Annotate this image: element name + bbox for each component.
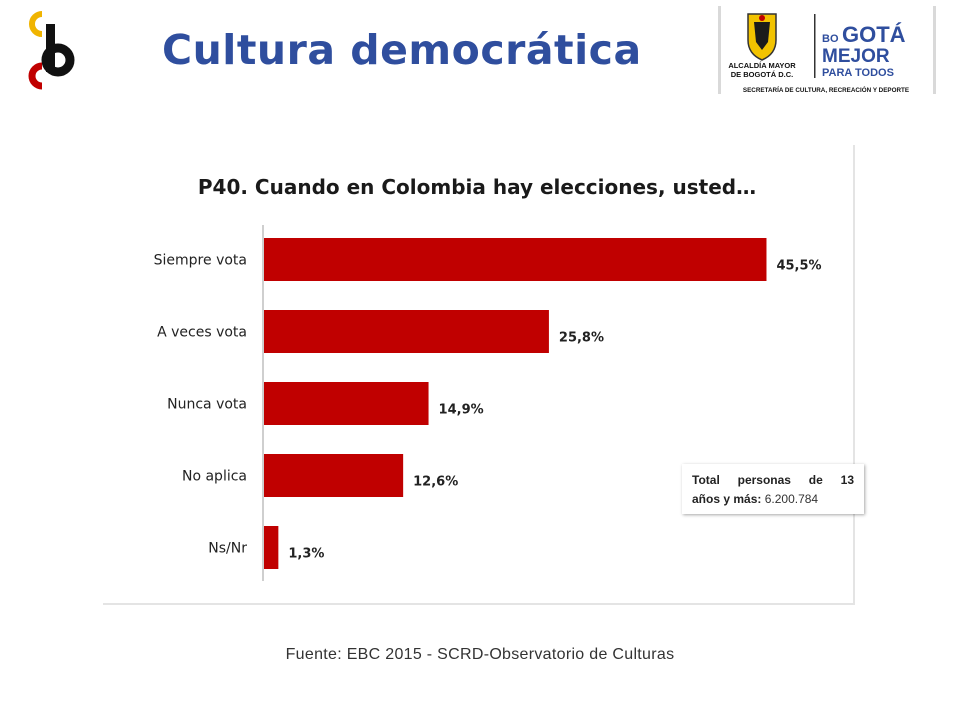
bar-chart: P40. Cuando en Colombia hay elecciones, … (154, 175, 822, 581)
svg-text:GOTÁ: GOTÁ (842, 22, 906, 47)
bogota-logo: ALCALDÍA MAYOR DE BOGOTÁ D.C. BO GOTÁ ME… (718, 4, 940, 96)
bar-nunca-vota (264, 382, 429, 425)
svg-text:ALCALDÍA MAYOR: ALCALDÍA MAYOR (728, 61, 796, 70)
source-footnote: Fuente: EBC 2015 - SCRD-Observatorio de … (285, 646, 675, 663)
svg-text:BO: BO (822, 33, 839, 45)
value-label: 25,8% (559, 331, 604, 346)
culture-logo (18, 10, 78, 92)
value-label: 1,3% (288, 547, 324, 562)
svg-text:MEJOR: MEJOR (822, 46, 890, 67)
chart-frame: P40. Cuando en Colombia hay elecciones, … (103, 145, 855, 605)
chart-title: P40. Cuando en Colombia hay elecciones, … (198, 175, 756, 199)
value-label: 12,6% (413, 475, 458, 490)
total-label-line1: Total personas de 13 (692, 473, 854, 487)
category-label: No aplica (182, 469, 247, 485)
total-people-box: Total personas de 13 años y más: 6.200.7… (682, 464, 864, 514)
page-title: Cultura democrática (162, 26, 642, 74)
bar-a-veces-vota (264, 310, 549, 353)
logo-red-c (28, 62, 43, 90)
category-label: Nunca vota (167, 397, 247, 413)
bar-siempre-vota (264, 238, 767, 281)
logo-yellow-c (29, 11, 43, 37)
svg-text:PARA TODOS: PARA TODOS (822, 67, 894, 79)
category-label: Ns/Nr (208, 541, 247, 557)
total-value: 6.200.784 (764, 492, 819, 506)
category-label: A veces vota (157, 325, 247, 341)
shield-icon (747, 13, 777, 61)
bar-ns-nr (264, 526, 279, 569)
category-label: Siempre vota (154, 253, 247, 269)
svg-text:DE BOGOTÁ D.C.: DE BOGOTÁ D.C. (731, 70, 794, 79)
total-label-line2: años y más: (692, 492, 762, 506)
svg-text:SECRETARÍA DE CULTURA, RECREAC: SECRETARÍA DE CULTURA, RECREACIÓN Y DEPO… (743, 85, 909, 94)
value-label: 14,9% (439, 403, 484, 418)
logo-black-bowl (41, 43, 75, 77)
bar-no-aplica (264, 454, 404, 497)
value-label: 45,5% (776, 259, 821, 274)
